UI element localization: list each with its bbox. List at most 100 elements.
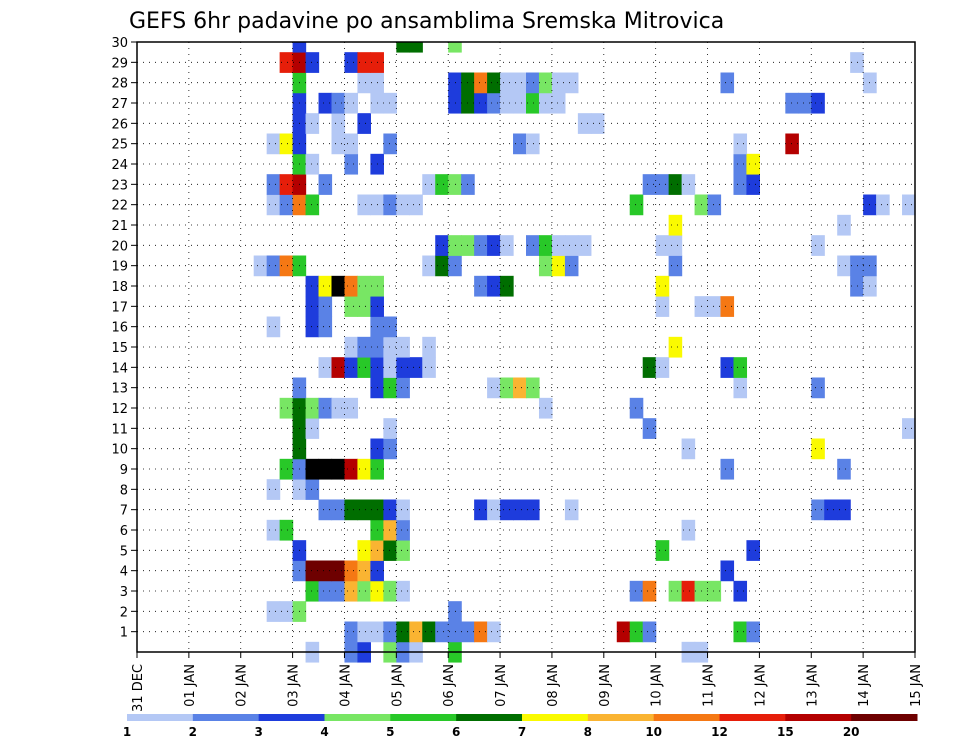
heatmap-cell (707, 194, 722, 216)
heatmap-cell (474, 499, 488, 521)
heatmap-cell (681, 519, 696, 541)
heatmap-cell (344, 92, 359, 114)
y-tick-label: 7 (120, 504, 128, 519)
heatmap-cell (551, 92, 566, 114)
heatmap-cell (526, 235, 540, 256)
legend-swatch (192, 714, 260, 721)
heatmap-cell (785, 133, 799, 155)
heatmap-cell (331, 499, 346, 521)
heatmap-cell (383, 336, 397, 358)
heatmap-cell (526, 377, 540, 399)
legend-label: 10 (645, 725, 662, 739)
heatmap-cell (383, 316, 397, 338)
heatmap-cell (811, 377, 825, 399)
heatmap-cell (344, 580, 359, 602)
heatmap-cell (318, 92, 333, 114)
heatmap-cell (396, 519, 410, 541)
heatmap-cell (500, 72, 514, 94)
heatmap-cell (837, 214, 851, 236)
heatmap-cell (629, 397, 644, 419)
legend-label: 1 (123, 725, 131, 739)
y-tick-label: 21 (111, 219, 128, 234)
heatmap-cell (513, 92, 527, 114)
heatmap-cell (733, 357, 748, 378)
heatmap-cell (279, 52, 294, 73)
heatmap-cell (422, 357, 436, 378)
heatmap-cell (500, 499, 514, 521)
legend-swatch (587, 714, 655, 721)
y-tick-label: 29 (111, 56, 128, 71)
heatmap-cell (746, 540, 760, 561)
heatmap-cell (655, 235, 670, 256)
x-tick-label: 04 JAN (338, 664, 353, 707)
legend-label: 4 (320, 725, 328, 739)
heatmap-cells (253, 42, 916, 663)
y-tick-label: 6 (120, 524, 128, 539)
heatmap-cell (344, 133, 359, 155)
heatmap-cell (383, 519, 397, 541)
heatmap-cell (733, 377, 748, 399)
heatmap-cell (266, 174, 281, 195)
heatmap-cell (448, 235, 462, 256)
heatmap-cell (409, 621, 423, 643)
heatmap-cell (305, 418, 320, 439)
heatmap-cell (357, 621, 371, 643)
heatmap-cell (344, 397, 359, 419)
heatmap-cell (279, 601, 294, 622)
heatmap-cell (305, 275, 320, 297)
heatmap-cell (305, 397, 320, 419)
grid-lines (136, 41, 916, 652)
heatmap-cell (733, 621, 748, 643)
heatmap-cell (305, 580, 320, 602)
heatmap-cell (668, 214, 683, 236)
heatmap-cell (357, 540, 371, 561)
heatmap-cell (526, 72, 540, 94)
heatmap-cell (785, 92, 799, 114)
heatmap-cell (331, 560, 346, 582)
heatmap-cell (642, 621, 657, 643)
heatmap-cell (383, 377, 397, 399)
heatmap-cell (422, 174, 436, 195)
heatmap-cell (720, 357, 735, 378)
heatmap-cell (811, 499, 825, 521)
heatmap-cell (357, 113, 371, 134)
legend-swatch (390, 714, 457, 721)
heatmap-cell (448, 621, 462, 643)
legend-label: 5 (386, 725, 394, 739)
heatmap-cell (305, 479, 320, 500)
heatmap-cell (357, 52, 371, 73)
heatmap-cell (733, 580, 748, 602)
heatmap-cell (318, 296, 333, 317)
heatmap-cell (383, 438, 397, 460)
x-tick-label: 05 JAN (390, 664, 405, 707)
heatmap-cell (409, 42, 423, 53)
heatmap-cell (279, 174, 294, 195)
heatmap-cell (487, 72, 501, 94)
heatmap-cell (487, 92, 501, 114)
heatmap-cell (396, 194, 410, 216)
heatmap-cell (746, 621, 760, 643)
y-tick-label: 24 (111, 158, 128, 173)
heatmap-cell (824, 499, 838, 521)
heatmap-cell (837, 499, 851, 521)
y-tick-label: 4 (120, 565, 128, 580)
heatmap-cell (279, 133, 294, 155)
heatmap-cell (383, 357, 397, 378)
legend-swatch (258, 714, 325, 721)
heatmap-cell (733, 153, 748, 175)
heatmap-cell (344, 296, 359, 317)
heatmap-cell (357, 499, 371, 521)
heatmap-cell (590, 113, 605, 134)
heatmap-cell (902, 194, 916, 216)
heatmap-cell (344, 621, 359, 643)
heatmap-cell (526, 133, 540, 155)
x-tick-label: 15 JAN (909, 664, 924, 707)
heatmap-cell (279, 397, 294, 419)
x-tick-label: 03 JAN (287, 664, 302, 707)
heatmap-cell (383, 540, 397, 561)
heatmap-cell (305, 113, 320, 134)
heatmap-cell (279, 519, 294, 541)
heatmap-cell (513, 72, 527, 94)
x-tick-label: 13 JAN (805, 664, 820, 707)
heatmap-cell (266, 601, 281, 622)
